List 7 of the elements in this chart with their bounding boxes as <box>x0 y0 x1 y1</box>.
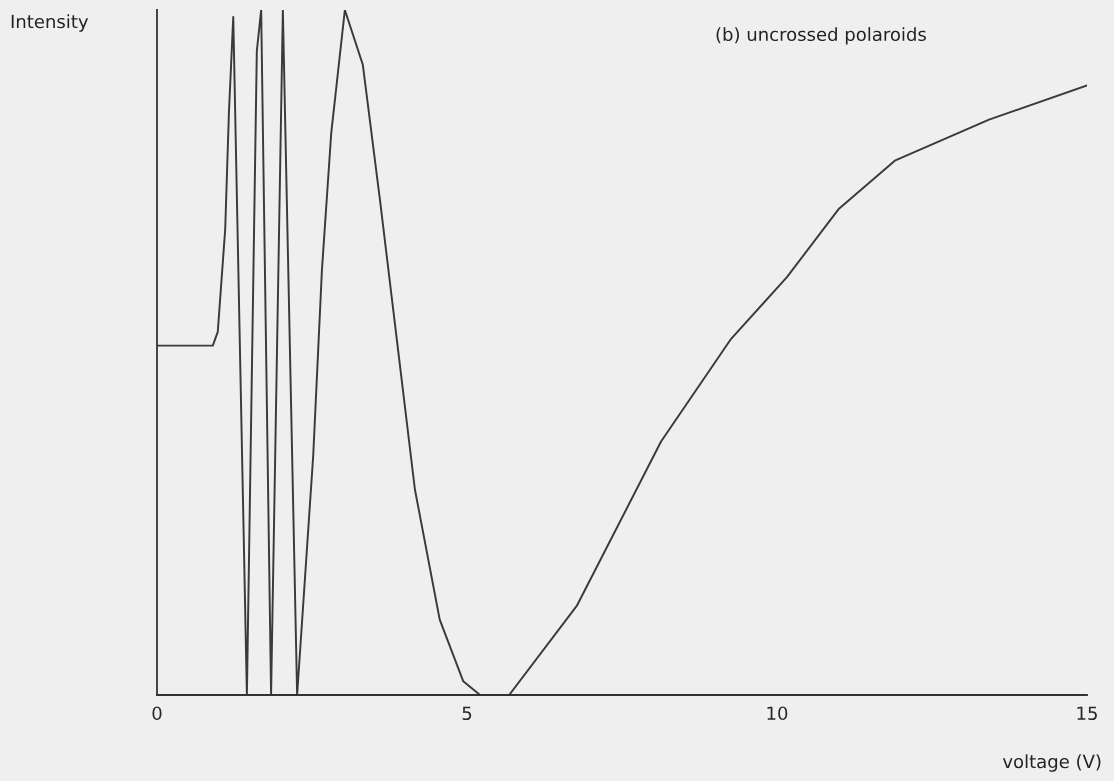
x-tick-label: 0 <box>152 706 162 721</box>
x-tick-label: 5 <box>462 706 472 721</box>
x-tick-label: 15 <box>1077 706 1097 721</box>
x-tick-label: 10 <box>767 706 788 721</box>
x-axis-title: voltage (V) <box>1002 754 1101 772</box>
text: (b) uncrossed polaroids <box>716 27 926 45</box>
y-axis-title: Intensity <box>11 14 89 32</box>
